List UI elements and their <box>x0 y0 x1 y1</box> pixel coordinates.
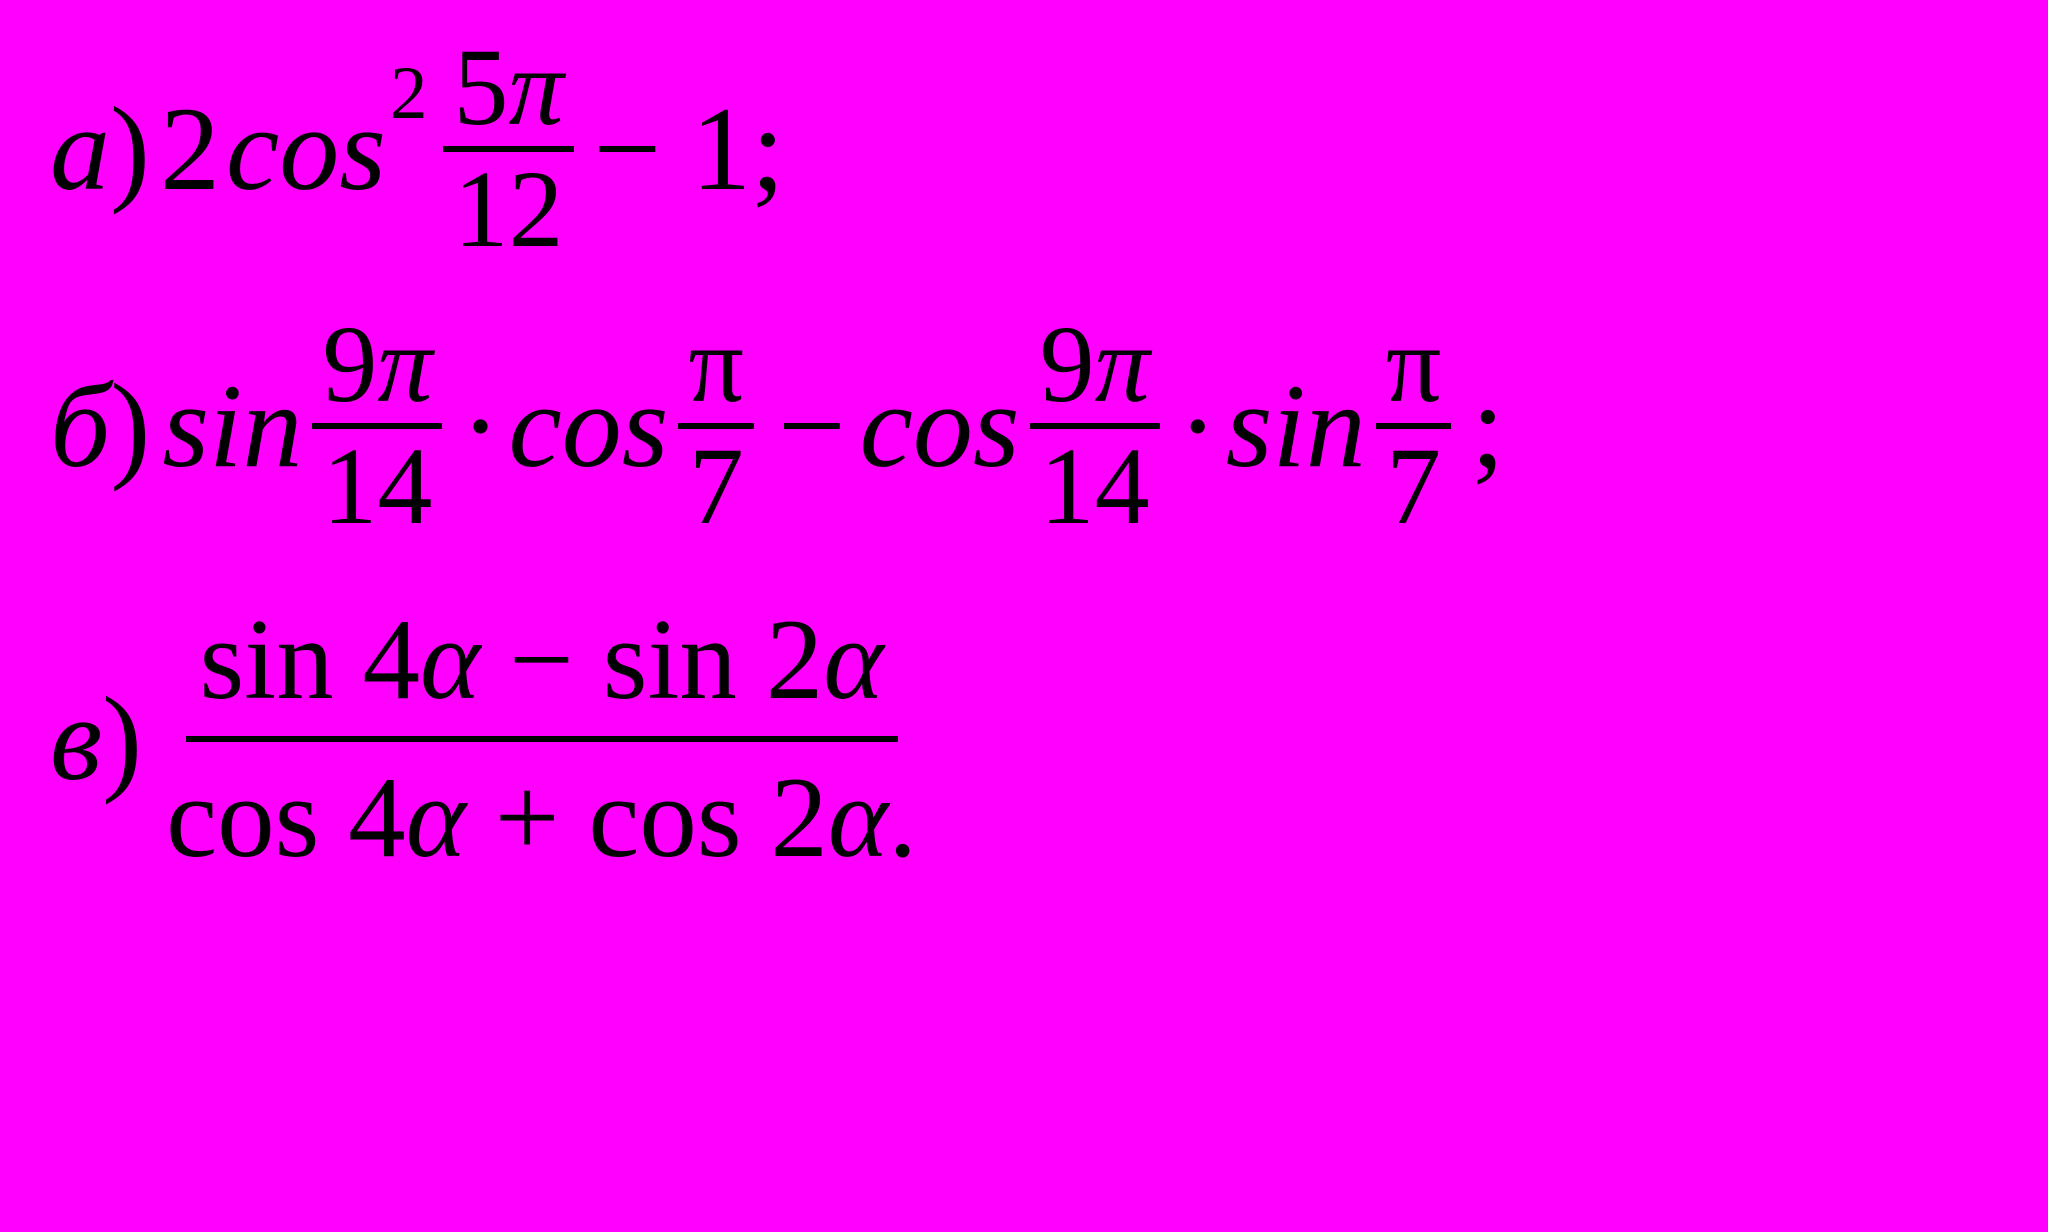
frac-9pi-14-1: 9π 14 <box>312 307 442 544</box>
sin-1: sin <box>162 366 302 486</box>
label-a: а) <box>50 89 150 209</box>
label-b: б) <box>50 366 150 486</box>
frac-5pi-12: 5π 12 <box>443 30 573 267</box>
math-problems: а) 2 cos 2 5π 12 − 1; б) sin 9π 14 · cos… <box>0 0 2048 914</box>
problem-a: а) 2 cos 2 5π 12 − 1; <box>50 30 1998 267</box>
frac-9pi-14-2: 9π 14 <box>1030 307 1160 544</box>
cos-1: cos <box>508 366 668 486</box>
bigfrac-c: sin 4α − sin 2α cos 4α + cos 2α. <box>152 584 931 894</box>
problem-c: в) sin 4α − sin 2α cos 4α + cos 2α. <box>50 584 1998 894</box>
dot-1: · <box>460 366 500 486</box>
numerator-c: sin 4α − sin 2α <box>186 584 898 742</box>
dot-2: · <box>1178 366 1218 486</box>
denominator-c: cos 4α + cos 2α. <box>152 742 931 894</box>
sin-2: sin <box>1226 366 1366 486</box>
power-2: 2 <box>390 56 428 131</box>
frac-pi-7-1: π 7 <box>678 307 754 544</box>
cos: cos <box>226 89 386 209</box>
label-c: в) <box>50 679 142 799</box>
minus-one: − 1; <box>594 89 785 209</box>
problem-b: б) sin 9π 14 · cos π 7 − cos 9π 14 · sin… <box>50 307 1998 544</box>
coeff-2: 2 <box>160 89 220 209</box>
frac-pi-7-2: π 7 <box>1376 307 1452 544</box>
semicolon-b: ; <box>1471 366 1504 486</box>
minus: − <box>778 366 846 486</box>
cos-2: cos <box>860 366 1020 486</box>
